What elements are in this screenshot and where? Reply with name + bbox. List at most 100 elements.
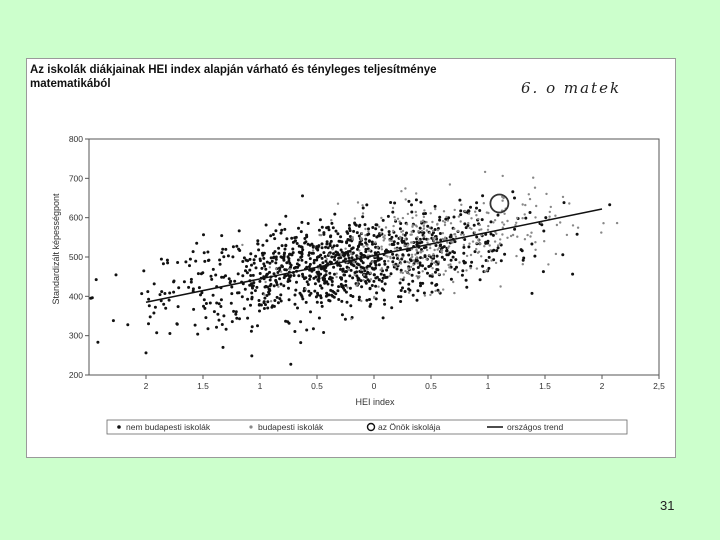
point-non-budapest bbox=[300, 252, 304, 256]
point-non-budapest bbox=[455, 265, 458, 269]
point-non-budapest bbox=[237, 247, 241, 251]
point-non-budapest bbox=[315, 300, 319, 304]
point-budapest bbox=[264, 280, 267, 284]
point-non-budapest bbox=[319, 294, 322, 298]
point-non-budapest bbox=[496, 213, 500, 217]
point-non-budapest bbox=[89, 296, 93, 300]
point-budapest bbox=[411, 216, 414, 220]
point-non-budapest bbox=[235, 244, 239, 248]
point-budapest bbox=[434, 236, 437, 240]
point-non-budapest bbox=[405, 231, 408, 235]
point-budapest bbox=[532, 176, 535, 179]
point-non-budapest bbox=[285, 237, 289, 241]
point-non-budapest bbox=[329, 239, 333, 243]
point-budapest bbox=[432, 236, 435, 240]
point-non-budapest bbox=[391, 252, 395, 256]
point-non-budapest bbox=[365, 298, 369, 302]
point-non-budapest bbox=[391, 260, 395, 264]
point-non-budapest bbox=[318, 218, 322, 222]
point-non-budapest bbox=[374, 276, 378, 280]
point-budapest bbox=[576, 226, 580, 229]
point-non-budapest bbox=[346, 250, 350, 254]
point-non-budapest bbox=[356, 245, 360, 249]
point-non-budapest bbox=[348, 235, 352, 238]
point-budapest bbox=[412, 263, 415, 267]
point-non-budapest bbox=[393, 201, 397, 205]
point-non-budapest bbox=[398, 281, 402, 285]
point-non-budapest bbox=[438, 215, 442, 219]
point-budapest bbox=[431, 255, 434, 259]
point-non-budapest bbox=[416, 266, 420, 269]
point-non-budapest bbox=[339, 248, 343, 252]
point-budapest bbox=[494, 261, 498, 265]
point-budapest bbox=[533, 186, 537, 189]
point-non-budapest bbox=[221, 345, 225, 349]
point-budapest bbox=[447, 263, 450, 267]
point-budapest bbox=[400, 190, 403, 193]
point-non-budapest bbox=[305, 328, 309, 332]
point-budapest bbox=[417, 230, 420, 233]
point-non-budapest bbox=[349, 262, 353, 266]
point-non-budapest bbox=[155, 331, 159, 335]
point-non-budapest bbox=[380, 287, 384, 291]
point-non-budapest bbox=[487, 255, 491, 259]
x-tick-label: 1 bbox=[486, 381, 491, 391]
x-tick-label: 1.5 bbox=[539, 381, 551, 391]
point-non-budapest bbox=[197, 286, 201, 290]
point-non-budapest bbox=[208, 301, 212, 305]
point-non-budapest bbox=[287, 259, 291, 263]
point-budapest bbox=[529, 235, 532, 238]
point-budapest bbox=[480, 228, 483, 231]
point-non-budapest bbox=[360, 285, 364, 289]
point-budapest bbox=[469, 253, 473, 257]
point-non-budapest bbox=[473, 250, 477, 254]
point-non-budapest bbox=[256, 242, 260, 246]
point-non-budapest bbox=[403, 260, 407, 264]
point-non-budapest bbox=[387, 230, 391, 234]
point-non-budapest bbox=[320, 225, 324, 229]
x-tick-label: 0 bbox=[372, 381, 377, 391]
point-non-budapest bbox=[469, 205, 472, 209]
point-non-budapest bbox=[370, 284, 374, 287]
point-non-budapest bbox=[454, 258, 458, 262]
point-non-budapest bbox=[238, 317, 241, 321]
point-non-budapest bbox=[405, 249, 409, 252]
point-budapest bbox=[420, 220, 423, 223]
point-non-budapest bbox=[321, 261, 325, 265]
point-non-budapest bbox=[411, 267, 415, 271]
point-non-budapest bbox=[460, 231, 464, 235]
point-budapest bbox=[433, 261, 436, 264]
point-budapest bbox=[459, 233, 463, 236]
point-budapest bbox=[401, 233, 405, 236]
point-non-budapest bbox=[383, 259, 387, 263]
point-budapest bbox=[415, 192, 418, 195]
point-non-budapest bbox=[140, 292, 144, 296]
point-non-budapest bbox=[331, 226, 335, 230]
point-non-budapest bbox=[262, 301, 266, 305]
point-non-budapest bbox=[367, 239, 371, 243]
point-budapest bbox=[459, 220, 462, 223]
point-non-budapest bbox=[148, 315, 152, 319]
point-non-budapest bbox=[249, 303, 252, 307]
point-budapest bbox=[433, 248, 436, 252]
point-budapest bbox=[398, 220, 401, 223]
point-non-budapest bbox=[293, 330, 297, 333]
point-budapest bbox=[499, 285, 502, 288]
point-non-budapest bbox=[465, 285, 469, 289]
point-non-budapest bbox=[360, 242, 364, 246]
point-non-budapest bbox=[297, 250, 301, 254]
point-non-budapest bbox=[357, 298, 361, 302]
point-non-budapest bbox=[419, 284, 422, 288]
point-non-budapest bbox=[301, 297, 305, 301]
point-non-budapest bbox=[448, 235, 452, 239]
scatter-chart: 200 300 400 500 600 700 800 2 1.5 1 0.5 0 0.5 1 1.5 2 2,… bbox=[51, 134, 665, 435]
point-non-budapest bbox=[313, 282, 317, 286]
point-non-budapest bbox=[322, 251, 326, 255]
point-non-budapest bbox=[364, 247, 368, 251]
point-non-budapest bbox=[399, 295, 403, 299]
point-non-budapest bbox=[330, 276, 334, 280]
point-non-budapest bbox=[345, 265, 349, 269]
point-non-budapest bbox=[152, 311, 156, 315]
point-non-budapest bbox=[407, 253, 411, 257]
point-budapest bbox=[426, 241, 429, 244]
